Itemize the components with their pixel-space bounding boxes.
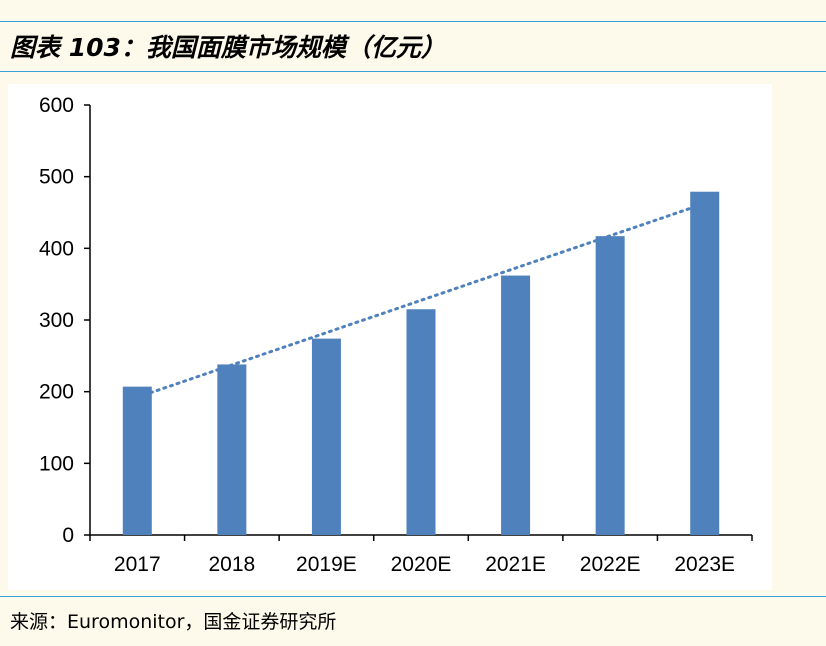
x-tick-label: 2021E (485, 553, 546, 576)
bar-2020E (406, 309, 436, 535)
x-tick-label: 2018 (208, 553, 255, 576)
x-tick-label: 2020E (391, 553, 452, 576)
x-tick-label: 2019E (296, 553, 357, 576)
bar-2022E (595, 236, 625, 535)
x-tick-label: 2017 (114, 553, 161, 576)
y-tick-label: 300 (39, 309, 74, 332)
y-tick-label: 0 (62, 524, 74, 547)
bar-2018 (217, 364, 247, 535)
trendline (135, 201, 707, 399)
source-bar: 来源：Euromonitor，国金证券研究所 (0, 596, 826, 642)
y-tick-label: 600 (39, 94, 74, 117)
trendline-group (135, 201, 707, 399)
y-tick-label: 500 (39, 166, 74, 189)
x-tick-label: 2022E (580, 553, 641, 576)
title-bar: 图表 103：我国面膜市场规模（亿元） (0, 21, 826, 72)
bars (122, 191, 720, 535)
y-tick-label: 400 (39, 237, 74, 260)
chart-title: 图表 103：我国面膜市场规模（亿元） (10, 33, 446, 62)
bar-2019E (311, 338, 341, 535)
bar-2023E (690, 191, 720, 535)
bar-2017 (122, 386, 152, 535)
source-note: 来源：Euromonitor，国金证券研究所 (10, 611, 337, 633)
y-tick-label: 200 (39, 381, 74, 404)
y-axis: 0 100 200 300 400 500 600 (39, 94, 91, 547)
x-axis: 2017 2018 2019E 2020E 2021E 2022E 2023E (89, 534, 753, 576)
x-tick-label: 2023E (674, 553, 735, 576)
y-tick-label: 100 (39, 452, 74, 475)
bar-2021E (501, 275, 531, 535)
plot-panel: 0 100 200 300 400 500 600 2017 2018 2019E 2020E 20… (8, 84, 772, 590)
